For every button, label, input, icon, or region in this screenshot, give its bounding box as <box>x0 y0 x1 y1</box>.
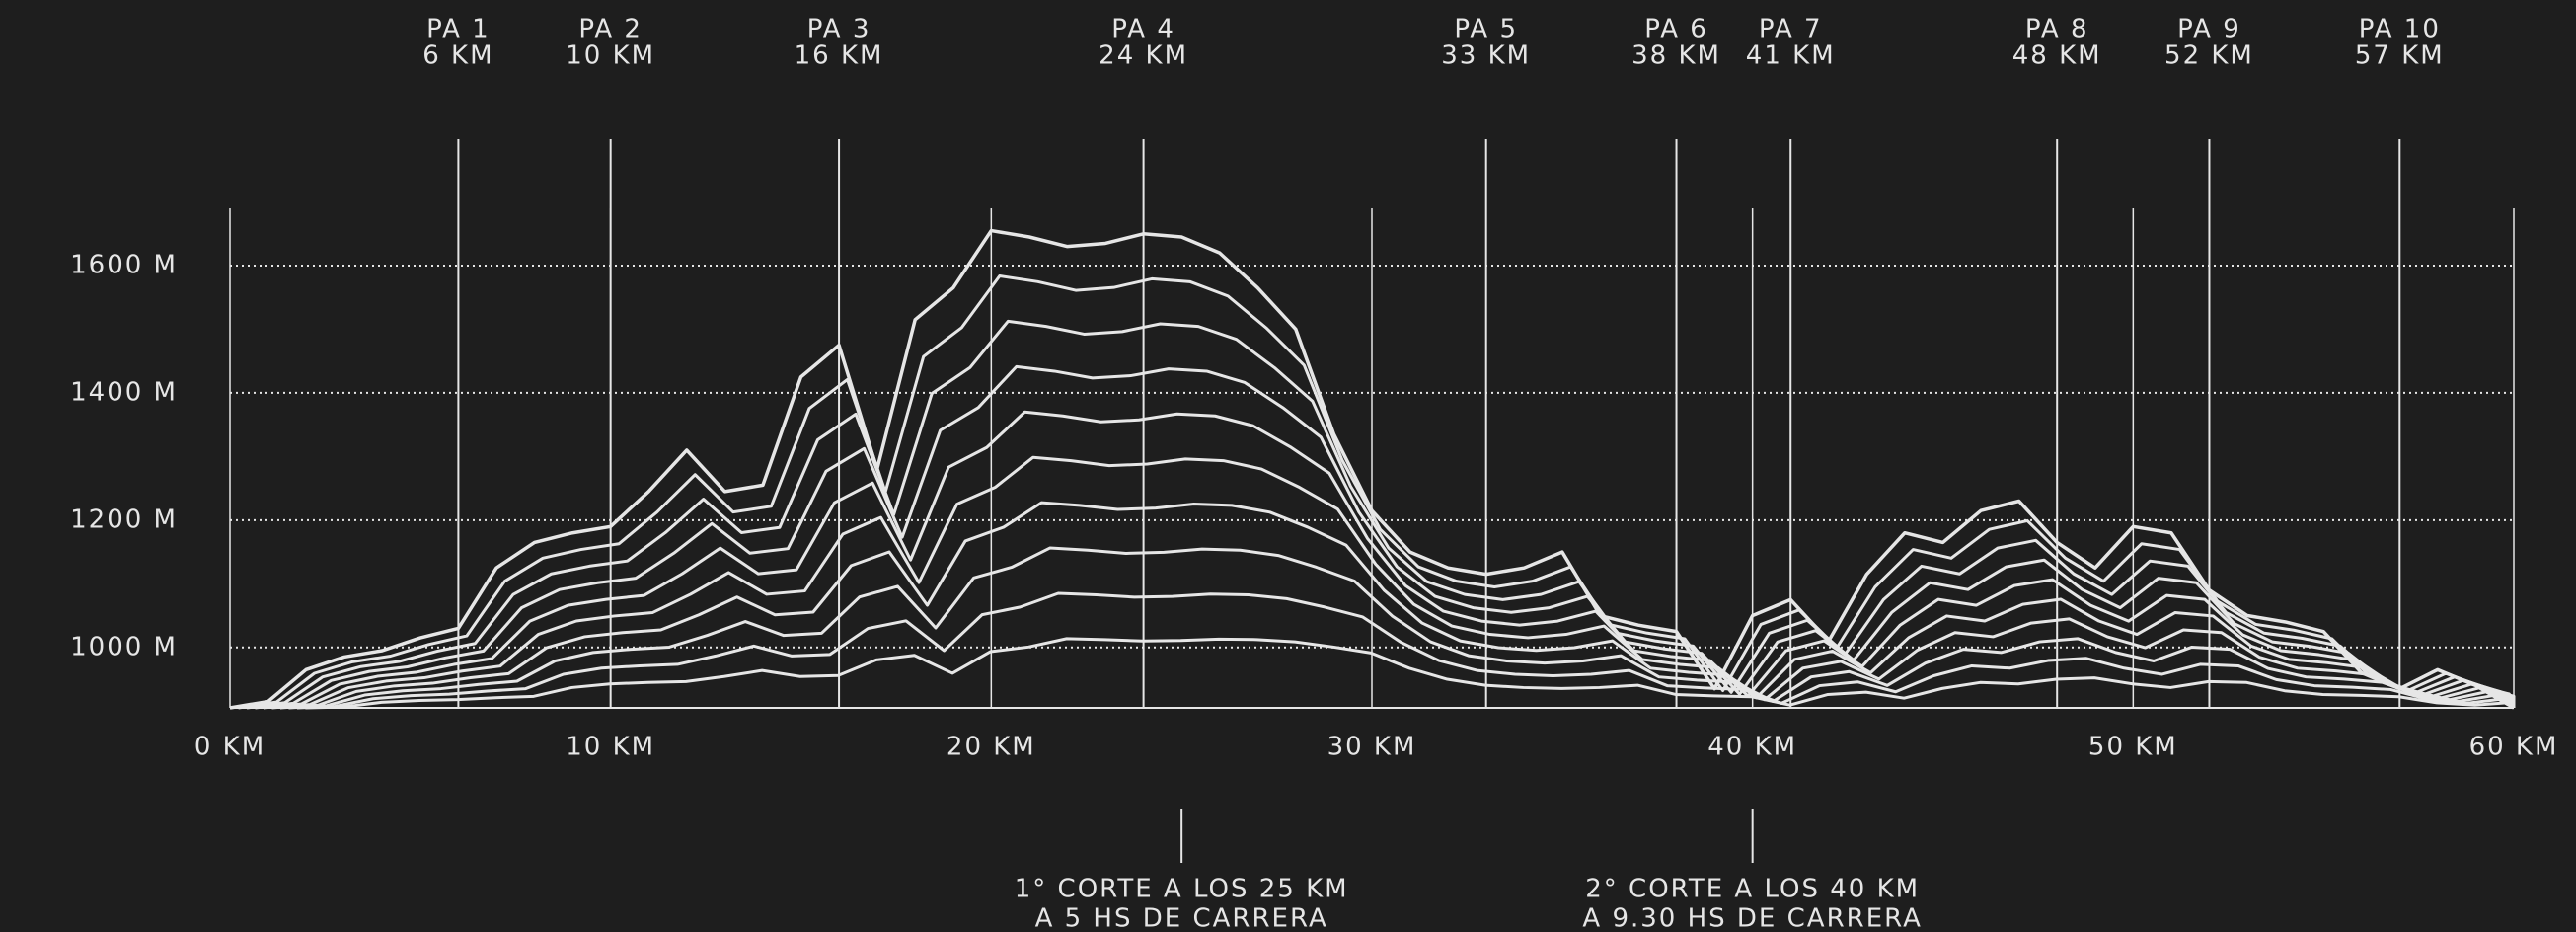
y-tick-label: 1400 M <box>70 377 178 407</box>
aid-station-name: PA 8 <box>2025 15 2089 44</box>
y-tick-label: 1600 M <box>70 251 178 280</box>
profile-echo <box>255 364 2516 710</box>
cutoff-text: 1° CORTE A LOS 25 KM <box>1015 875 1349 904</box>
elevation-line <box>229 228 2515 710</box>
profile-echo <box>263 410 2516 710</box>
aid-station-distance: 41 KM <box>1746 41 1836 71</box>
aid-station-distance: 24 KM <box>1099 41 1188 71</box>
aid-station-name: PA 10 <box>2359 15 2441 44</box>
x-tick-label: 10 KM <box>566 733 655 762</box>
y-tick-label: 1200 M <box>70 505 178 534</box>
profile-echo <box>305 637 2516 710</box>
aid-station-distance: 16 KM <box>795 41 884 71</box>
aid-station-distance: 10 KM <box>566 41 655 71</box>
profile-echo <box>279 501 2516 710</box>
aid-station-name: PA 7 <box>1759 15 1823 44</box>
x-tick-label: 40 KM <box>1707 733 1797 762</box>
aid-station-distance: 38 KM <box>1631 41 1721 71</box>
profile-echo <box>288 546 2516 710</box>
x-tick-label: 50 KM <box>2088 733 2178 762</box>
x-tick-label: 0 KM <box>194 733 265 762</box>
x-tick-label: 60 KM <box>2469 733 2559 762</box>
cutoff-text: A 5 HS DE CARRERA <box>1035 904 1328 932</box>
aid-station-name: PA 5 <box>1454 15 1518 44</box>
profile-echo <box>238 273 2515 710</box>
x-tick-label: 20 KM <box>947 733 1036 762</box>
aid-station-distance: 33 KM <box>1441 41 1531 71</box>
aid-station-distance: 52 KM <box>2164 41 2254 71</box>
aid-station-distance: 57 KM <box>2355 41 2445 71</box>
aid-station-name: PA 1 <box>426 15 491 44</box>
aid-station-name: PA 6 <box>1644 15 1708 44</box>
aid-station-name: PA 4 <box>1111 15 1175 44</box>
profile-echo <box>296 591 2516 710</box>
aid-station-name: PA 3 <box>807 15 871 44</box>
aid-station-name: PA 2 <box>578 15 643 44</box>
profile-echo <box>271 455 2516 710</box>
aid-station-name: PA 9 <box>2177 15 2241 44</box>
cutoff-text: A 9.30 HS DE CARRERA <box>1582 904 1923 932</box>
cutoff-text: 2° CORTE A LOS 40 KM <box>1585 875 1920 904</box>
aid-station-distance: 6 KM <box>422 41 493 71</box>
aid-station-distance: 48 KM <box>2012 41 2102 71</box>
profile-echo <box>246 319 2515 710</box>
y-tick-label: 1000 M <box>70 632 178 661</box>
x-tick-label: 30 KM <box>1327 733 1417 762</box>
